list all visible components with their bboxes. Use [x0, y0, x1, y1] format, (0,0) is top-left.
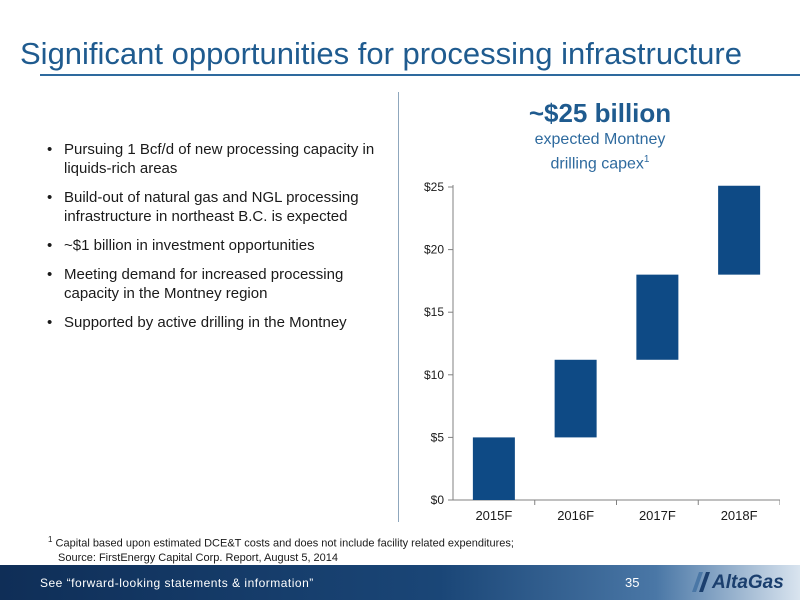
y-tick-label: $10 — [424, 368, 444, 382]
callout-description: expected Montney drilling capex1 — [525, 130, 675, 174]
y-tick-label: $25 — [424, 180, 444, 194]
chart-bar — [554, 359, 597, 438]
chart-bar — [636, 274, 679, 360]
bullet-text: Build-out of natural gas and NGL process… — [64, 189, 359, 225]
chart-bar — [472, 437, 515, 500]
y-tick-label: $5 — [431, 430, 445, 444]
y-tick-label: $15 — [424, 305, 444, 319]
altagas-logo: AltaGas — [690, 570, 784, 594]
bullet-icon: • — [47, 237, 53, 254]
bullet-list: • Pursuing 1 Bcf/d of new processing capa… — [44, 140, 389, 342]
bullet-item: • Build-out of natural gas and NGL proces… — [44, 188, 389, 226]
callout-amount: ~$25 billion — [528, 98, 672, 128]
column-divider — [398, 92, 399, 522]
bullet-text: ~$1 billion in investment opportunities — [64, 237, 315, 254]
logo-mark-icon — [692, 572, 710, 592]
y-tick-label: $0 — [431, 493, 445, 507]
bullet-text: Meeting demand for increased processing … — [64, 266, 344, 302]
bullet-text: Pursuing 1 Bcf/d of new processing capac… — [64, 141, 375, 177]
title-divider — [40, 74, 800, 76]
footnote-source: Source: FirstEnergy Capital Corp. Report… — [58, 551, 339, 564]
bullet-item: • Supported by active drilling in the Mon… — [44, 313, 389, 332]
y-tick-label: $20 — [424, 243, 444, 257]
footer-bar: See “forward-looking statements & inform… — [0, 565, 800, 600]
bullet-icon: • — [47, 141, 53, 158]
page-number: 35 — [625, 575, 640, 590]
slide-title: Significant opportunities for processing… — [20, 36, 742, 71]
footnote-reference: 1 — [643, 154, 650, 165]
bullet-icon: • — [47, 189, 53, 206]
bullet-item: • Meeting demand for increased processing… — [44, 265, 389, 303]
chart-bar — [718, 185, 761, 275]
x-tick-label: 2016F — [557, 508, 594, 523]
bullet-item: • ~$1 billion in investment opportunities — [44, 236, 389, 255]
callout-description-text: expected Montney drilling capex — [534, 131, 666, 173]
capex-callout: ~$25 billion expected Montney drilling c… — [490, 98, 710, 174]
bullet-icon: • — [47, 266, 53, 283]
forward-looking-statements-link[interactable]: See “forward-looking statements & inform… — [40, 576, 314, 590]
bullet-text: Supported by active drilling in the Mont… — [64, 314, 347, 331]
x-tick-label: 2017F — [639, 508, 676, 523]
footnote: 1 Capital based upon estimated DCE&T cos… — [48, 533, 514, 565]
capex-waterfall-chart: $0 $5 $10 $15 $20 $25 2015F 2016F 2017F 2018F — [424, 180, 780, 523]
x-tick-label: 2015F — [475, 508, 512, 523]
x-tick-label: 2018F — [721, 508, 758, 523]
logo-wordmark: AltaGas — [712, 572, 784, 593]
footnote-line: 1 Capital based upon estimated DCE&T cos… — [48, 533, 514, 551]
bullet-icon: • — [47, 314, 53, 331]
bullet-item: • Pursuing 1 Bcf/d of new processing capa… — [44, 140, 389, 178]
footnote-marker: 1 — [48, 535, 53, 544]
footnote-text: Capital based upon estimated DCE&T costs… — [55, 537, 514, 550]
